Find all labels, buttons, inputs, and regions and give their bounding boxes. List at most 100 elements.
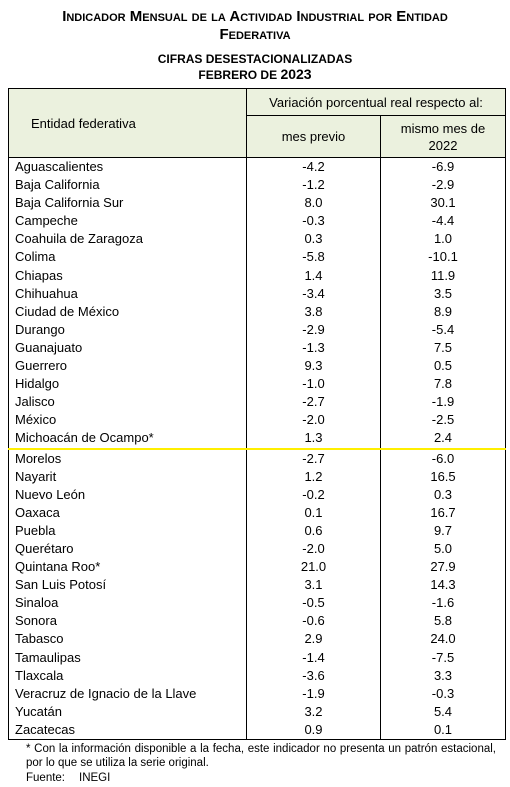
row: México -2.0 -2.5 <box>8 411 506 430</box>
value-cell: -0.3 <box>380 684 506 703</box>
value-cell: 3.1 <box>246 576 381 595</box>
row: Michoacán de Ocampo* 1.3 2.4 <box>8 429 506 450</box>
value-cell: -2.9 <box>246 320 381 339</box>
value-cell: 0.3 <box>246 230 381 249</box>
value-cell: 1.3 <box>246 429 381 450</box>
row: Tamaulipas -1.4 -7.5 <box>8 648 506 667</box>
row: Aguascalientes -4.2 -6.9 <box>8 157 506 177</box>
row: Quintana Roo* 21.0 27.9 <box>8 558 506 577</box>
value-cell: 21.0 <box>246 558 381 577</box>
entity-cell: Colima <box>8 248 247 267</box>
value-cell: 0.9 <box>246 720 381 740</box>
row: Jalisco -2.7 -1.9 <box>8 393 506 412</box>
value-cell: 16.5 <box>380 467 506 486</box>
value-cell: -1.9 <box>246 684 381 703</box>
value-cell: 2.9 <box>246 630 381 649</box>
entity-cell: Baja California Sur <box>8 194 247 213</box>
row: Colima -5.8 -10.1 <box>8 248 506 267</box>
col-previous: mes previo <box>246 115 381 158</box>
col-group: Variación porcentual real respecto al: <box>246 88 506 116</box>
value-cell: 3.3 <box>380 666 506 685</box>
value-cell: 9.3 <box>246 357 381 376</box>
value-cell: 3.8 <box>246 302 381 321</box>
value-cell: 0.3 <box>380 485 506 504</box>
value-cell: 7.5 <box>380 338 506 358</box>
table-body: Aguascalientes -4.2 -6.9 Baja California -1.… <box>8 157 506 740</box>
table: Entidad federativa Variación porcentual … <box>8 88 506 740</box>
value-cell: -2.9 <box>380 176 506 195</box>
row: San Luis Potosí 3.1 14.3 <box>8 576 506 595</box>
entity-cell: Querétaro <box>8 539 247 559</box>
value-cell: 1.2 <box>246 467 381 486</box>
entity-cell: Veracruz de Ignacio de la Llave <box>8 684 247 703</box>
row: Oaxaca 0.1 16.7 <box>8 503 506 522</box>
row: Sonora -0.6 5.8 <box>8 612 506 631</box>
col-entity: Entidad federativa <box>8 88 247 158</box>
entity-cell: Chihuahua <box>8 284 247 303</box>
entity-cell: Jalisco <box>8 393 247 412</box>
value-cell: -3.4 <box>246 284 381 303</box>
entity-cell: Puebla <box>8 521 247 540</box>
value-cell: 5.4 <box>380 702 506 721</box>
entity-cell: Baja California <box>8 176 247 195</box>
value-cell: -5.4 <box>380 320 506 339</box>
entity-cell: Quintana Roo* <box>8 558 247 577</box>
entity-cell: Tlaxcala <box>8 666 247 685</box>
value-cell: 1.4 <box>246 266 381 285</box>
entity-cell: Oaxaca <box>8 503 247 522</box>
col-same-month: mismo mes de 2022 <box>380 115 506 158</box>
value-cell: -2.7 <box>246 448 381 468</box>
entity-cell: Coahuila de Zaragoza <box>8 230 247 249</box>
value-cell: -2.7 <box>246 393 381 412</box>
row: Nayarit 1.2 16.5 <box>8 467 506 486</box>
value-cell: 8.9 <box>380 302 506 321</box>
period: FEBRERO DE 2023 <box>0 66 510 82</box>
entity-cell: Michoacán de Ocampo* <box>8 429 247 450</box>
entity-cell: Morelos <box>8 448 247 468</box>
source-label: Fuente: <box>26 772 65 784</box>
row: Querétaro -2.0 5.0 <box>8 539 506 559</box>
value-cell: 0.5 <box>380 357 506 376</box>
row: Tabasco 2.9 24.0 <box>8 630 506 649</box>
value-cell: -4.4 <box>380 212 506 231</box>
value-cell: -4.2 <box>246 157 381 177</box>
row: Sinaloa -0.5 -1.6 <box>8 594 506 613</box>
value-cell: 5.0 <box>380 539 506 559</box>
row: Tlaxcala -3.6 3.3 <box>8 666 506 685</box>
value-cell: -7.5 <box>380 648 506 667</box>
row: Baja California -1.2 -2.9 <box>8 176 506 195</box>
row: Puebla 0.6 9.7 <box>8 521 506 540</box>
value-cell: 0.1 <box>380 720 506 740</box>
row: Chiapas 1.4 11.9 <box>8 266 506 285</box>
entity-cell: Tamaulipas <box>8 648 247 667</box>
value-cell: -2.5 <box>380 411 506 430</box>
row: Hidalgo -1.0 7.8 <box>8 375 506 394</box>
source: Fuente: INEGI <box>26 772 110 784</box>
value-cell: 14.3 <box>380 576 506 595</box>
value-cell: -0.5 <box>246 594 381 613</box>
value-cell: -2.0 <box>246 539 381 559</box>
value-cell: -0.2 <box>246 485 381 504</box>
entity-cell: Sonora <box>8 612 247 631</box>
value-cell: -1.4 <box>246 648 381 667</box>
row: Zacatecas 0.9 0.1 <box>8 720 506 740</box>
value-cell: -5.8 <box>246 248 381 267</box>
value-cell: -6.9 <box>380 157 506 177</box>
row: Nuevo León -0.2 0.3 <box>8 485 506 504</box>
entity-cell: Ciudad de México <box>8 302 247 321</box>
value-cell: 2.4 <box>380 429 506 450</box>
entity-cell: Chiapas <box>8 266 247 285</box>
entity-cell: Guerrero <box>8 357 247 376</box>
row: Yucatán 3.2 5.4 <box>8 702 506 721</box>
entity-cell: Zacatecas <box>8 720 247 740</box>
value-cell: 16.7 <box>380 503 506 522</box>
value-cell: -10.1 <box>380 248 506 267</box>
value-cell: 8.0 <box>246 194 381 213</box>
value-cell: -1.2 <box>246 176 381 195</box>
footnote: * Con la información disponible a la fec… <box>26 743 496 769</box>
value-cell: 3.2 <box>246 702 381 721</box>
value-cell: -6.0 <box>380 448 506 468</box>
value-cell: -1.0 <box>246 375 381 394</box>
subtitle: CIFRAS DESESTACIONALIZADAS <box>157 52 353 66</box>
entity-cell: México <box>8 411 247 430</box>
